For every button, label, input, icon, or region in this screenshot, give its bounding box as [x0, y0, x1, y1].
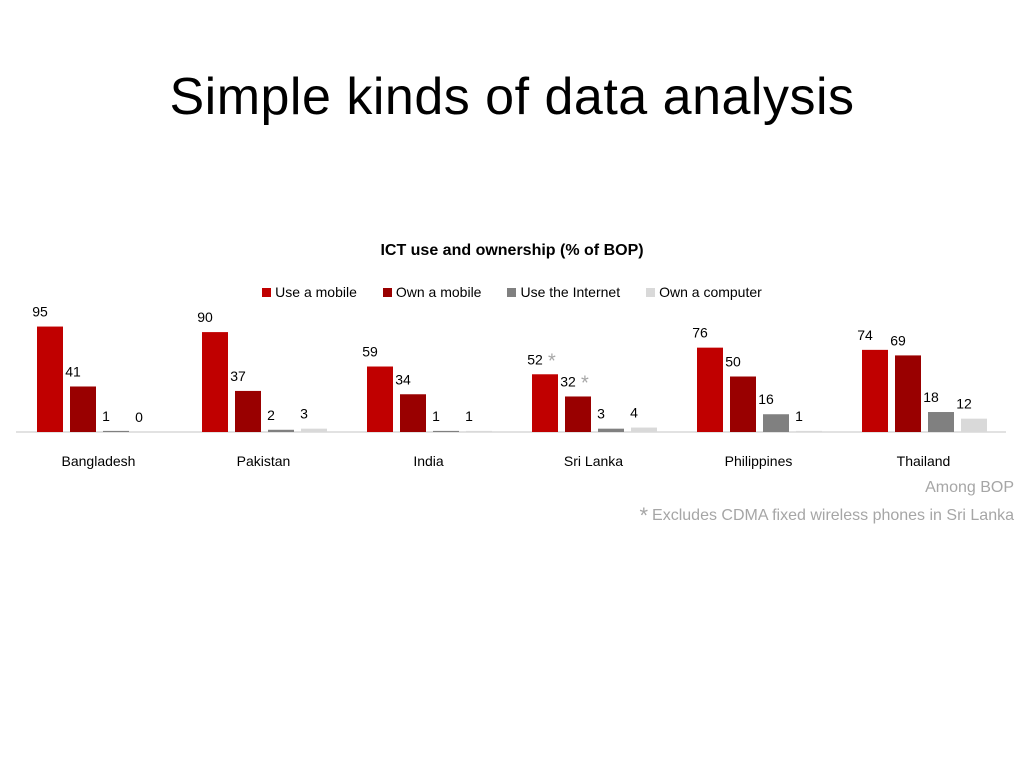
- bar-thailand-own-a-mobile: [895, 355, 921, 432]
- legend-swatch: [507, 287, 517, 297]
- bar-thailand-use-a-mobile: [862, 349, 888, 432]
- legend-label: Own a mobile: [395, 284, 482, 300]
- chart-legend: Use a mobile Own a mobile Use the Internet…: [0, 284, 1024, 300]
- bar-pakistan-use-the-internet: [268, 429, 294, 432]
- legend-item-own-a-mobile: Own a mobile: [382, 284, 482, 300]
- data-label-pakistan-use-a-mobile: 90: [197, 309, 213, 325]
- bar-philippines-use-the-internet: [763, 414, 789, 432]
- data-label-philippines-own-a-computer: 1: [795, 408, 803, 424]
- footnote-asterisk: *: [639, 503, 649, 528]
- legend-label: Own a computer: [659, 284, 762, 300]
- data-label-bangladesh-own-a-computer: 0: [135, 409, 143, 425]
- category-label-philippines: Philippines: [725, 453, 793, 469]
- data-label-bangladesh-use-a-mobile: 95: [32, 304, 48, 320]
- legend-label: Use a mobile: [275, 284, 357, 300]
- data-label-thailand-own-a-mobile: 69: [890, 332, 906, 348]
- bar-philippines-use-a-mobile: [697, 347, 723, 432]
- legend-item-own-a-computer: Own a computer: [646, 284, 762, 300]
- bar-pakistan-use-a-mobile: [202, 332, 228, 432]
- bar-india-use-the-internet: [433, 430, 459, 432]
- category-label-thailand: Thailand: [897, 453, 951, 469]
- data-label-bangladesh-own-a-mobile: 41: [65, 363, 81, 379]
- bar-sri-lanka-use-a-mobile: [532, 374, 558, 432]
- legend-label: Use the Internet: [520, 284, 621, 300]
- bar-pakistan-own-a-mobile: [235, 390, 261, 432]
- data-label-thailand-use-a-mobile: 74: [857, 327, 873, 343]
- category-label-sri-lanka: Sri Lanka: [564, 453, 623, 469]
- bar-india-own-a-mobile: [400, 394, 426, 432]
- data-label-sri-lanka-own-a-computer: 4: [630, 405, 638, 421]
- data-label-bangladesh-use-the-internet: 1: [102, 408, 110, 424]
- bar-thailand-own-a-computer: [961, 418, 987, 432]
- data-label-india-use-a-mobile: 59: [362, 344, 378, 360]
- bar-bangladesh-own-a-mobile: [70, 386, 96, 432]
- bar-sri-lanka-own-a-computer: [631, 427, 657, 432]
- bar-thailand-use-the-internet: [928, 412, 954, 432]
- chart-title: ICT use and ownership (% of BOP): [380, 242, 644, 259]
- data-label-india-use-the-internet: 1: [432, 408, 440, 424]
- footnote: * Excludes CDMA fixed wireless phones in …: [639, 503, 1014, 529]
- bar-sri-lanka-use-the-internet: [598, 428, 624, 432]
- data-label-india-own-a-computer: 1: [465, 408, 473, 424]
- legend-item-use-a-mobile: Use a mobile: [262, 284, 357, 300]
- bar-pakistan-own-a-computer: [301, 428, 327, 432]
- note-among-bop: Among BOP: [925, 479, 1014, 496]
- legend-swatch: [646, 287, 656, 297]
- data-label-philippines-own-a-mobile: 50: [725, 354, 741, 370]
- slide-title: Simple kinds of data analysis: [169, 68, 855, 126]
- data-label-philippines-use-the-internet: 16: [758, 391, 774, 407]
- annotation-asterisk: *: [548, 350, 556, 372]
- data-label-india-own-a-mobile: 34: [395, 371, 411, 387]
- data-label-pakistan-use-the-internet: 2: [267, 407, 275, 423]
- category-label-pakistan: Pakistan: [237, 453, 291, 469]
- footnote-text: Excludes CDMA fixed wireless phones in S…: [652, 507, 1014, 524]
- data-label-sri-lanka-use-the-internet: 3: [597, 406, 605, 422]
- bar-india-use-a-mobile: [367, 366, 393, 432]
- bar-sri-lanka-own-a-mobile: [565, 396, 591, 432]
- data-label-sri-lanka-use-a-mobile: 52: [527, 351, 543, 367]
- category-label-india: India: [413, 453, 444, 469]
- annotation-asterisk: *: [581, 372, 589, 394]
- data-label-philippines-use-a-mobile: 76: [692, 325, 708, 341]
- legend-swatch: [262, 287, 272, 297]
- category-label-bangladesh: Bangladesh: [62, 453, 136, 469]
- bar-philippines-own-a-computer: [796, 430, 822, 432]
- legend-item-use-the-internet: Use the Internet: [507, 284, 620, 300]
- data-label-pakistan-own-a-computer: 3: [300, 406, 308, 422]
- data-label-pakistan-own-a-mobile: 37: [230, 368, 246, 384]
- legend-swatch: [382, 287, 392, 297]
- data-label-thailand-use-the-internet: 18: [923, 389, 939, 405]
- bar-bangladesh-use-the-internet: [103, 430, 129, 432]
- bar-philippines-own-a-mobile: [730, 376, 756, 432]
- bar-bangladesh-use-a-mobile: [37, 326, 63, 432]
- bar-india-own-a-computer: [466, 430, 492, 432]
- data-label-thailand-own-a-computer: 12: [956, 396, 972, 412]
- data-label-sri-lanka-own-a-mobile: 32: [560, 373, 576, 389]
